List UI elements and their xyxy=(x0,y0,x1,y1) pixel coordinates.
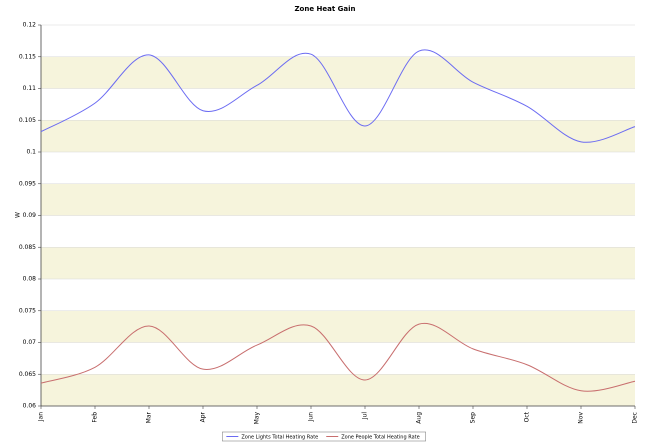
y-tick-label: 0.07 xyxy=(23,339,37,346)
x-tick-label: Oct xyxy=(524,411,531,422)
legend-label: Zone Lights Total Heating Rate xyxy=(241,435,318,441)
grid-band xyxy=(41,120,635,152)
series-line xyxy=(40,322,636,392)
x-tick-label: Sep xyxy=(470,412,477,424)
grid-band xyxy=(41,183,635,216)
x-tick-label: Apr xyxy=(200,411,207,422)
y-tick-label: 0.1 xyxy=(26,149,36,156)
y-tick-label: 0.065 xyxy=(19,371,36,378)
x-tick-label: Feb xyxy=(92,412,99,423)
x-tick-label: Nov xyxy=(578,412,585,424)
y-axis-label: W xyxy=(15,212,22,218)
x-tick-label: May xyxy=(254,412,261,425)
y-tick-label: 0.06 xyxy=(23,403,37,410)
grid-band xyxy=(41,310,635,343)
legend-box xyxy=(222,431,426,442)
x-tick-label: Dec xyxy=(632,412,639,424)
y-tick-label: 0.095 xyxy=(19,180,36,187)
y-tick-label: 0.09 xyxy=(23,212,37,219)
y-tick-label: 0.105 xyxy=(19,117,36,124)
grid-band xyxy=(41,247,635,279)
y-tick-label: 0.085 xyxy=(19,244,36,251)
x-tick-label: Jul xyxy=(362,412,369,421)
y-tick-label: 0.12 xyxy=(23,22,37,29)
y-tick-label: 0.075 xyxy=(19,307,36,314)
x-tick-label: Mar xyxy=(146,411,153,423)
chart-title: Zone Heat Gain xyxy=(294,5,355,13)
grid-band xyxy=(41,56,635,89)
x-tick-label: Jan xyxy=(38,412,45,422)
y-tick-label: 0.115 xyxy=(19,53,36,60)
y-tick-label: 0.08 xyxy=(23,276,37,283)
grid-band xyxy=(41,374,635,406)
y-tick-label: 0.11 xyxy=(23,85,37,92)
x-tick-label: Aug xyxy=(416,412,423,424)
legend: Zone Lights Total Heating Rate Zone Peopl… xyxy=(222,431,426,442)
legend-label: Zone People Total Heating Rate xyxy=(341,435,419,441)
series-line xyxy=(40,49,636,143)
x-tick-label: Jun xyxy=(308,412,315,423)
